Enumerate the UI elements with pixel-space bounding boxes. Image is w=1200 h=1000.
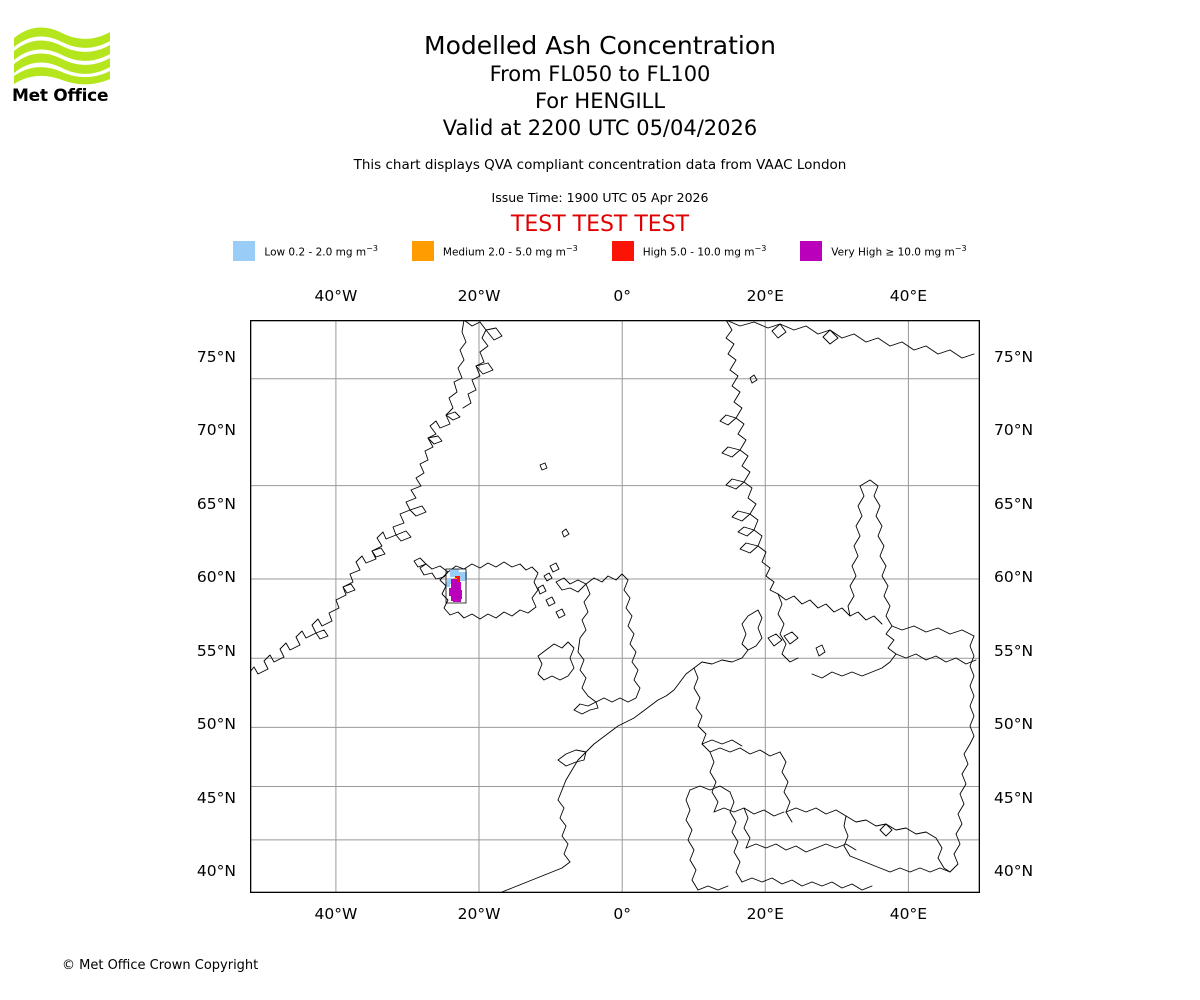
lon-tick-bottom-1: 20°W: [457, 905, 501, 923]
met-office-logo: Met Office: [12, 24, 112, 114]
issue-time: Issue Time: 1900 UTC 05 Apr 2026: [491, 190, 709, 205]
legend-very-high: Very High ≥ 10.0 mg m−3: [800, 241, 967, 261]
legend-very-high-swatch: [800, 241, 823, 261]
chart-title-block: Modelled Ash Concentration From FL050 to…: [0, 0, 1200, 238]
lon-tick-top-1: 20°W: [457, 287, 501, 305]
lat-tick-left-7: 75°N: [196, 347, 236, 366]
lat-tick-left-4: 60°N: [196, 568, 236, 587]
lon-tick-top-0: 40°W: [314, 287, 358, 305]
lat-tick-right-5: 65°N: [994, 494, 1034, 513]
lon-tick-bottom-4: 40°E: [889, 905, 928, 923]
legend-high-swatch: [611, 241, 634, 261]
test-banner: TEST TEST TEST: [510, 212, 690, 237]
lat-tick-right-7: 75°N: [994, 347, 1034, 366]
lat-tick-left-6: 70°N: [196, 421, 236, 440]
lon-tick-top-3: 20°E: [746, 287, 784, 305]
lat-tick-right-3: 55°N: [994, 641, 1034, 660]
concentration-legend: Low 0.2 - 2.0 mg m−3 Medium 2.0 - 5.0 mg …: [0, 241, 1200, 261]
legend-high-label: High 5.0 - 10.0 mg m−3: [642, 243, 767, 259]
map-coastlines: [250, 320, 977, 893]
ash-cloud-plume: [445, 568, 467, 604]
copyright-text: © Met Office Crown Copyright: [62, 958, 259, 973]
lat-tick-right-0: 40°N: [994, 861, 1034, 880]
met-office-wave-icon: [12, 24, 112, 86]
lat-tick-left-1: 45°N: [196, 788, 236, 807]
lat-tick-left-2: 50°N: [196, 715, 236, 734]
volcano-subtitle: For HENGILL: [534, 89, 666, 113]
legend-high: High 5.0 - 10.0 mg m−3: [611, 241, 767, 261]
legend-medium-swatch: [411, 241, 434, 261]
map-plot-area: [250, 320, 980, 893]
legend-low: Low 0.2 - 2.0 mg m−3: [233, 241, 378, 261]
lat-tick-right-2: 50°N: [994, 715, 1034, 734]
map-gridlines: [250, 320, 980, 893]
qva-note: This chart displays QVA compliant concen…: [353, 157, 847, 173]
lon-tick-top-2: 0°: [613, 287, 631, 305]
lat-tick-left-3: 55°N: [196, 641, 236, 660]
legend-medium: Medium 2.0 - 5.0 mg m−3: [411, 241, 578, 261]
page-title: Modelled Ash Concentration: [424, 31, 776, 60]
lat-tick-right-1: 45°N: [994, 788, 1034, 807]
legend-low-label: Low 0.2 - 2.0 mg m−3: [264, 243, 378, 259]
legend-medium-label: Medium 2.0 - 5.0 mg m−3: [442, 243, 578, 259]
lon-tick-bottom-0: 40°W: [314, 905, 358, 923]
legend-low-swatch: [233, 241, 256, 261]
lat-tick-right-6: 70°N: [994, 421, 1034, 440]
lat-tick-left-5: 65°N: [196, 494, 236, 513]
valid-time-subtitle: Valid at 2200 UTC 05/04/2026: [442, 116, 758, 140]
flight-level-subtitle: From FL050 to FL100: [489, 62, 711, 86]
legend-very-high-label: Very High ≥ 10.0 mg m−3: [831, 243, 967, 259]
lon-tick-top-4: 40°E: [889, 287, 928, 305]
lon-tick-bottom-2: 0°: [613, 905, 631, 923]
lat-tick-left-0: 40°N: [196, 861, 236, 880]
lon-tick-bottom-3: 20°E: [746, 905, 784, 923]
met-office-logo-text: Met Office: [12, 86, 109, 106]
lat-tick-right-4: 60°N: [994, 568, 1034, 587]
